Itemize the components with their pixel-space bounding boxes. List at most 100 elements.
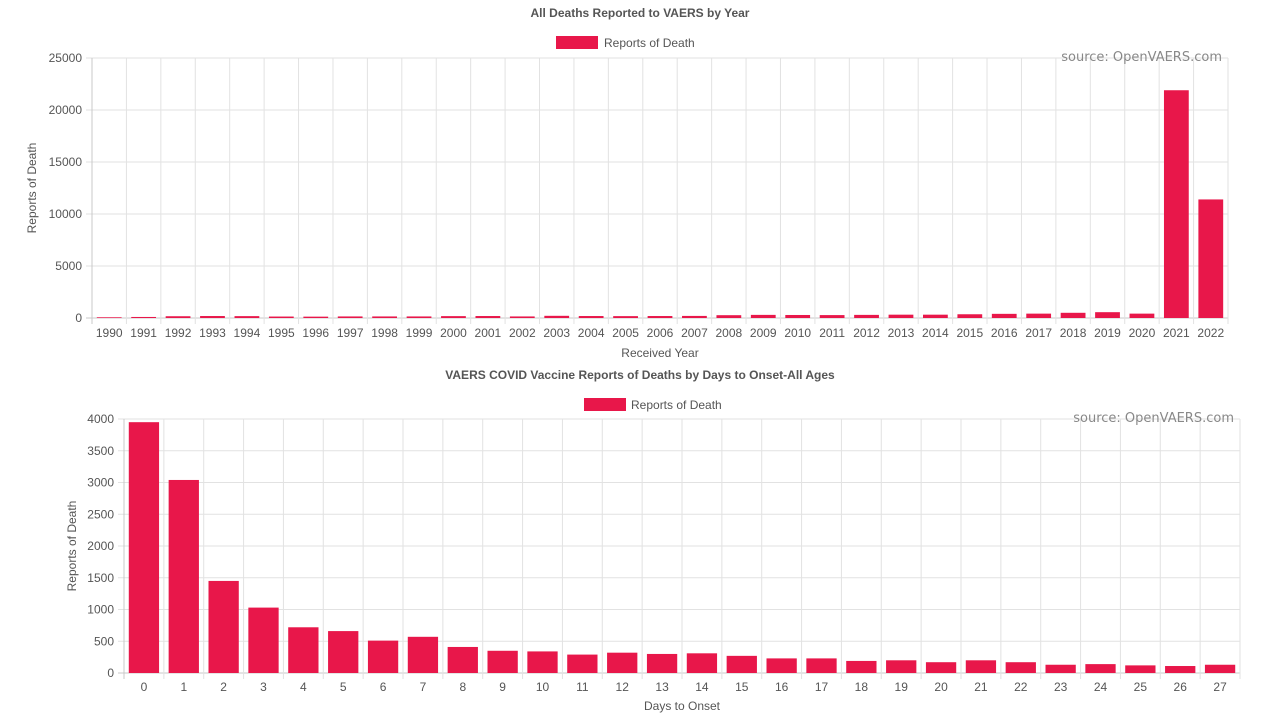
x-tick-label: 2007 [681,326,708,340]
bar-8 [447,646,478,673]
bar-2020 [1129,313,1155,318]
x-tick-label: 2008 [715,326,742,340]
bar-2011 [819,315,845,318]
bar-12 [607,652,638,673]
x-tick-label: 2021 [1163,326,1190,340]
x-tick-label: 18 [855,680,869,694]
chart-title: All Deaths Reported to VAERS by Year [531,6,750,20]
legend-swatch [556,36,598,49]
legend-label: Reports of Death [604,36,695,50]
bar-19 [886,660,917,673]
x-tick-label: 4 [300,680,307,694]
bar-14 [686,653,718,673]
bar-20 [925,662,957,673]
bar-5 [328,631,359,673]
bar-2015 [957,314,983,318]
x-tick-label: 2001 [475,326,502,340]
x-tick-label: 2012 [853,326,880,340]
x-tick-label: 2018 [1060,326,1087,340]
bar-9 [487,650,518,673]
bar-1990 [96,317,122,318]
x-tick-label: 1999 [406,326,433,340]
x-tick-label: 2013 [888,326,915,340]
bar-1997 [337,316,363,318]
x-tick-label: 0 [141,680,148,694]
bar-23 [1045,664,1076,673]
x-tick-label: 2017 [1025,326,1052,340]
x-tick-label: 17 [815,680,829,694]
y-tick-label: 15000 [49,155,83,169]
bar-1996 [303,316,329,318]
bar-2016 [991,313,1017,318]
x-tick-label: 1998 [371,326,398,340]
x-tick-label: 25 [1134,680,1148,694]
x-tick-label: 2009 [750,326,777,340]
x-tick-label: 2014 [922,326,949,340]
y-tick-label: 0 [107,666,114,680]
x-tick-label: 2006 [647,326,674,340]
bar-1992 [165,316,191,318]
bar-1994 [234,316,260,318]
bar-2006 [647,316,673,318]
bar-1991 [131,316,157,318]
legend-label: Reports of Death [631,398,722,412]
bar-21 [965,660,997,673]
x-tick-label: 1995 [268,326,295,340]
x-tick-label: 1996 [302,326,329,340]
x-tick-label: 12 [616,680,630,694]
x-tick-label: 16 [775,680,789,694]
bar-18 [846,660,877,673]
bar-16 [766,658,797,673]
bar-2021 [1163,90,1189,319]
bar-2010 [785,314,811,318]
x-tick-label: 24 [1094,680,1108,694]
y-axis-label: Reports of Death [25,143,39,234]
bar-2009 [750,314,776,318]
y-tick-label: 1000 [87,603,114,617]
x-tick-label: 2015 [956,326,983,340]
y-tick-label: 3000 [87,476,114,490]
x-tick-label: 1990 [96,326,123,340]
x-axis-label: Received Year [621,346,698,360]
bar-24 [1085,664,1116,673]
bar-13 [646,653,678,673]
x-tick-label: 10 [536,680,550,694]
x-tick-label: 2022 [1197,326,1224,340]
bar-15 [726,655,757,673]
x-tick-label: 26 [1174,680,1188,694]
x-tick-label: 19 [895,680,909,694]
x-tick-label: 2020 [1129,326,1156,340]
x-tick-label: 1993 [199,326,226,340]
x-tick-label: 2016 [991,326,1018,340]
bar-2 [208,580,239,673]
x-tick-label: 6 [380,680,387,694]
x-tick-label: 1992 [165,326,192,340]
x-tick-label: 2005 [612,326,639,340]
bar-1995 [268,316,294,318]
legend-swatch [584,398,626,411]
bar-2004 [578,316,604,318]
chart-2: VAERS COVID Vaccine Reports of Deaths by… [65,368,1241,713]
bar-2017 [1026,313,1052,318]
x-tick-label: 2002 [509,326,536,340]
bar-2013 [888,314,914,318]
source-watermark: source: OpenVAERS.com [1073,411,1234,426]
x-tick-label: 7 [420,680,427,694]
bar-2003 [544,315,570,318]
x-tick-label: 13 [655,680,669,694]
x-tick-label: 2011 [819,326,845,340]
bar-10 [527,651,558,673]
bar-11 [567,654,598,673]
x-tick-label: 5 [340,680,347,694]
x-tick-label: 2010 [784,326,811,340]
bar-1999 [406,316,432,318]
x-tick-label: 1994 [234,326,261,340]
bar-25 [1125,665,1156,673]
bar-1993 [200,316,225,318]
x-tick-label: 2000 [440,326,467,340]
y-tick-label: 20000 [49,103,83,117]
bar-2018 [1060,312,1086,318]
y-tick-label: 2500 [87,507,114,521]
bar-26 [1165,666,1196,673]
bar-2001 [475,316,501,318]
